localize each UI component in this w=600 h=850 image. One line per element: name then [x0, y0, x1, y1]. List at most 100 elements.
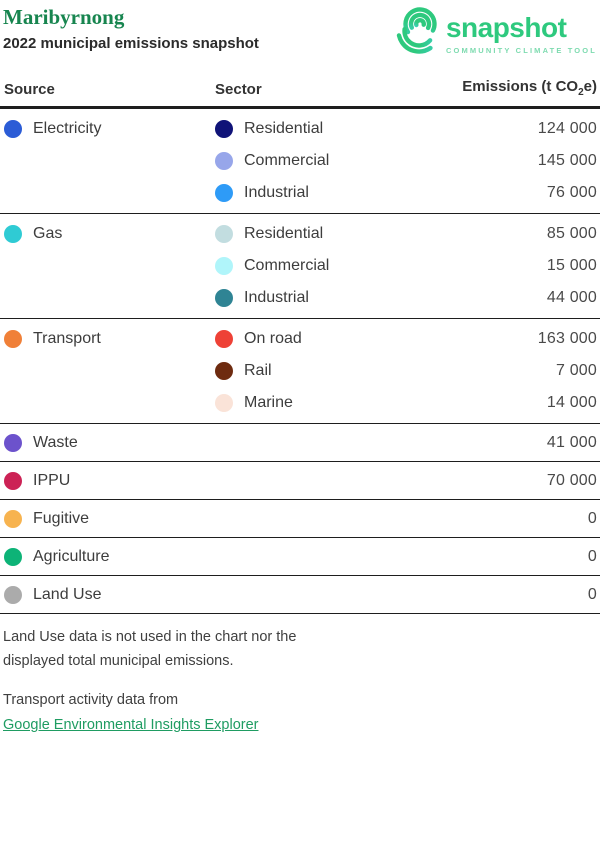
emissions-value: 85 000	[546, 225, 597, 242]
table-row: Transport On road 163 000	[0, 323, 600, 355]
source-cell: Fugitive	[4, 509, 215, 528]
source-color-dot	[4, 585, 22, 604]
emissions-value: 44 000	[546, 289, 597, 306]
emissions-value: 14 000	[546, 394, 597, 411]
snapshot-logo: snapshot COMMUNITY CLIMATE TOOL	[396, 5, 597, 57]
source-cell: Waste	[4, 433, 215, 452]
sector-label: Marine	[244, 394, 293, 411]
source-group-gas: Gas Residential 85 000 Commercial 15 000…	[0, 214, 600, 319]
source-cell: Agriculture	[4, 547, 215, 566]
logo-tagline: COMMUNITY CLIMATE TOOL	[445, 46, 597, 55]
source-color-dot	[4, 120, 22, 138]
sector-color-dot	[215, 330, 233, 348]
source-color-dot	[4, 225, 22, 243]
table-row: Commercial 145 000	[0, 145, 600, 177]
source-group-waste: Waste 41 000	[0, 424, 600, 462]
page-header: Maribyrnong 2022 municipal emissions sna…	[0, 0, 600, 62]
emissions-header-subscript: 2	[578, 87, 584, 98]
emissions-header-text-end: e)	[583, 78, 597, 95]
emissions-header-text: Emissions (t CO	[462, 78, 579, 95]
sector-color-dot	[215, 362, 233, 380]
sector-label: On road	[244, 330, 302, 347]
source-color-dot	[4, 330, 22, 348]
source-color-dot	[4, 433, 22, 452]
table-row: Electricity Residential 124 000	[0, 113, 600, 145]
table-row: Rail 7 000	[0, 355, 600, 387]
transport-data-note: Transport activity data from	[3, 691, 179, 708]
source-label: Gas	[33, 225, 63, 242]
table-row: Marine 14 000	[0, 387, 600, 419]
sector-label: Commercial	[244, 257, 330, 274]
sector-cell: Commercial	[215, 257, 547, 275]
sector-label: Residential	[244, 120, 324, 137]
source-group-ippu: IPPU 70 000	[0, 462, 600, 500]
sector-cell: Industrial	[215, 184, 547, 202]
sector-cell: Commercial	[215, 152, 538, 170]
sector-cell: Marine	[215, 394, 547, 412]
source-label: IPPU	[33, 471, 71, 489]
sector-color-dot	[215, 184, 233, 202]
page-subtitle: 2022 municipal emissions snapshot	[3, 34, 259, 52]
sector-label: Industrial	[244, 289, 309, 306]
source-label: Agriculture	[33, 547, 110, 565]
emissions-value: 0	[587, 547, 597, 565]
sector-color-dot	[215, 225, 233, 243]
sector-label: Industrial	[244, 184, 309, 201]
column-header-emissions: Emissions (t CO2e)	[462, 78, 597, 98]
source-color-dot	[4, 547, 22, 566]
source-color-dot	[4, 509, 22, 528]
source-label: Fugitive	[33, 509, 90, 527]
sector-cell: Residential	[215, 225, 547, 243]
emissions-value: 70 000	[546, 471, 597, 489]
table-row: Commercial 15 000	[0, 250, 600, 282]
emissions-value: 0	[587, 509, 597, 527]
source-color-dot	[4, 471, 22, 490]
title-block: Maribyrnong 2022 municipal emissions sna…	[3, 5, 259, 52]
land-use-note: Land Use data is not used in the chart n…	[3, 629, 297, 670]
emissions-value: 15 000	[546, 257, 597, 274]
emissions-value: 0	[587, 585, 597, 603]
sector-label: Rail	[244, 362, 272, 379]
source-group-transport: Transport On road 163 000 Rail 7 000 Mar…	[0, 319, 600, 424]
sector-cell: Rail	[215, 362, 556, 380]
table-row: Gas Residential 85 000	[0, 218, 600, 250]
source-cell: Land Use	[4, 585, 215, 604]
column-header-sector: Sector	[215, 81, 262, 98]
sector-label: Commercial	[244, 152, 330, 169]
table-row: IPPU 70 000	[0, 462, 600, 499]
emissions-value: 124 000	[537, 120, 597, 137]
footnotes: Land Use data is not used in the chart n…	[0, 614, 600, 734]
sector-cell: On road	[215, 330, 538, 348]
table-row: Fugitive 0	[0, 500, 600, 537]
source-group-fugitive: Fugitive 0	[0, 500, 600, 538]
emissions-value: 163 000	[537, 330, 597, 347]
sector-cell: Industrial	[215, 289, 547, 307]
source-group-agriculture: Agriculture 0	[0, 538, 600, 576]
emissions-value: 7 000	[555, 362, 597, 379]
logo-text: snapshot COMMUNITY CLIMATE TOOL	[445, 5, 597, 56]
source-cell: Gas	[4, 225, 215, 243]
source-cell: IPPU	[4, 471, 215, 490]
logo-wordmark: snapshot	[445, 12, 567, 43]
source-label: Waste	[33, 433, 78, 451]
sector-color-dot	[215, 394, 233, 412]
source-group-land-use: Land Use 0	[0, 576, 600, 614]
table-row: Land Use 0	[0, 576, 600, 613]
emissions-value: 145 000	[537, 152, 597, 169]
sector-color-dot	[215, 152, 233, 170]
emissions-value: 41 000	[546, 433, 597, 451]
google-eie-link[interactable]: Google Environmental Insights Explorer	[3, 717, 259, 734]
source-group-electricity: Electricity Residential 124 000 Commerci…	[0, 109, 600, 214]
table-header-row: Source Sector Emissions (t CO2e)	[0, 78, 600, 109]
sector-color-dot	[215, 257, 233, 275]
snapshot-spiral-icon	[396, 7, 442, 54]
column-header-source: Source	[4, 81, 55, 98]
table-row: Industrial 76 000	[0, 177, 600, 209]
source-cell: Transport	[4, 330, 215, 348]
table-row: Waste 41 000	[0, 424, 600, 461]
source-label: Electricity	[33, 120, 102, 137]
source-label: Land Use	[33, 585, 102, 603]
sector-label: Residential	[244, 225, 324, 242]
source-label: Transport	[33, 330, 101, 347]
table-row: Agriculture 0	[0, 538, 600, 575]
